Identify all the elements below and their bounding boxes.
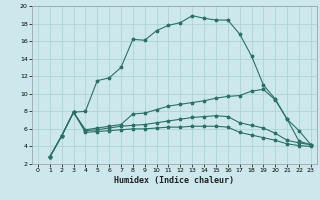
X-axis label: Humidex (Indice chaleur): Humidex (Indice chaleur): [115, 176, 234, 185]
